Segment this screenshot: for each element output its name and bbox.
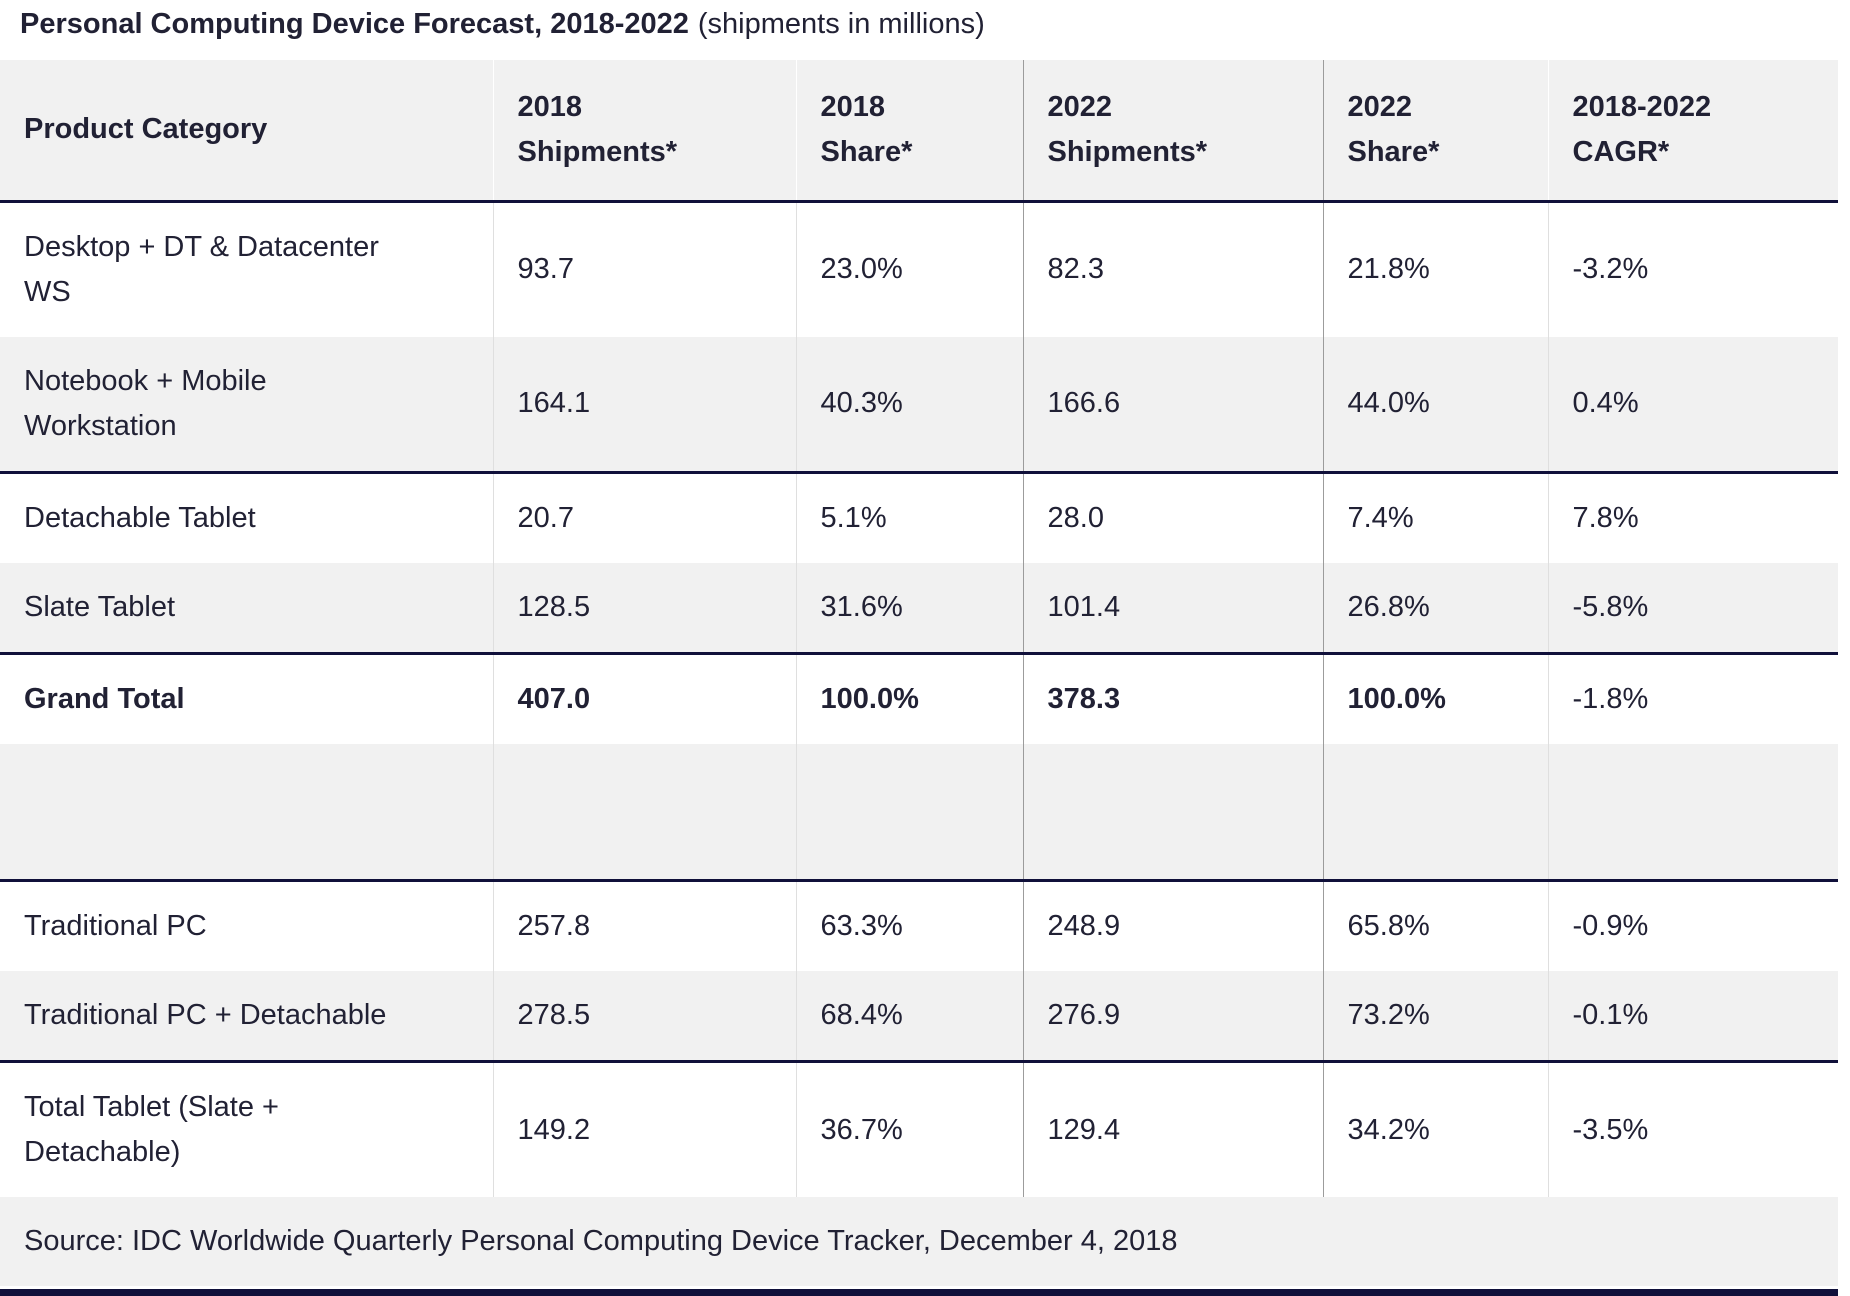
column-header-share-2022: 2022 Share* [1322,60,1548,203]
cell-value: 276.9 [1022,971,1323,1062]
cell-value: 40.3% [795,336,1023,472]
row-label: Total Tablet (Slate + Detachable) [0,1060,493,1197]
cell-value: 149.2 [492,1060,796,1197]
cell-value: 129.4 [1022,1060,1323,1197]
row-label: Grand Total [0,651,493,744]
cell-value: 73.2% [1322,971,1548,1062]
cell-value: -0.1% [1547,971,1838,1062]
cell-value: 65.8% [1322,879,1548,971]
cell-value: 20.7 [492,470,796,563]
row-label: Desktop + DT & Datacenter WS [0,199,493,337]
table-row: Grand Total 407.0 100.0% 378.3 100.0% -1.8% [0,651,1838,744]
cell-value: 68.4% [795,971,1023,1062]
cell-value [795,743,1023,881]
cell-value: 23.0% [795,199,1023,337]
cell-value: 164.1 [492,336,796,472]
cell-value: -5.8% [1547,562,1838,653]
cell-value [1322,743,1548,881]
forecast-table: Product Category 2018 Shipments* 2018 Share*… [0,60,1838,1286]
cell-value: 0.4% [1547,336,1838,472]
cell-value: 36.7% [795,1060,1023,1197]
row-label: Slate Tablet [24,590,176,623]
cell-value: 28.0 [1022,470,1323,563]
cell-value: -1.8% [1547,651,1838,744]
cell-value: -0.9% [1547,879,1838,971]
cell-value: 100.0% [1322,651,1548,744]
cell-value: 100.0% [795,651,1023,744]
cell-value [1547,743,1838,881]
spacer-row [0,743,1838,881]
table-row: Traditional PC + Detachable 278.5 68.4% 276… [0,971,1838,1062]
header-row: Product Category 2018 Shipments* 2018 Share*… [0,60,1838,203]
cell-value: -3.5% [1547,1060,1838,1197]
cell-value: 26.8% [1322,562,1548,653]
column-header-cagr-2018-2022: 2018-2022 CAGR* [1548,60,1838,203]
cell-value: 407.0 [492,651,796,744]
cell-value: 7.4% [1322,470,1548,563]
cell-value: 63.3% [795,879,1023,971]
table-row: Desktop + DT & Datacenter WS 93.7 23.0% 82.3… [0,199,1838,337]
cell-value [1022,743,1323,881]
row-label: Notebook + Mobile Workstation [24,364,267,442]
table-bottom-border [0,1289,1838,1296]
cell-value: 82.3 [1022,199,1323,337]
cell-value: 31.6% [795,562,1023,653]
cell-value: 257.8 [492,879,796,971]
row-label: Detachable Tablet [0,470,493,563]
table-row: Total Tablet (Slate + Detachable) 149.2 36.… [0,1060,1838,1197]
title-suffix: (shipments in millions) [697,8,985,40]
cell-value: 378.3 [1022,651,1323,744]
column-header-product-category: Product Category [0,60,493,203]
page-title: Personal Computing Device Forecast, 2018… [0,0,1850,60]
source-note: Source: IDC Worldwide Quarterly Personal… [24,1225,1178,1257]
cell-value: 128.5 [492,562,796,653]
source-row: Source: IDC Worldwide Quarterly Personal… [0,1197,1838,1286]
table-row: Slate Tablet 128.5 31.6% 101.4 26.8% -5.8% [0,562,1838,653]
cell-value: -3.2% [1547,199,1838,337]
column-header-share-2018: 2018 Share* [796,60,1023,203]
row-label: Traditional PC + Detachable [24,999,387,1031]
table-row: Detachable Tablet 20.7 5.1% 28.0 7.4% 7.8% [0,470,1838,563]
table-row: Traditional PC 257.8 63.3% 248.9 65.8% -0.9% [0,879,1838,971]
cell-value: 5.1% [795,470,1023,563]
row-label [0,744,493,881]
column-header-shipments-2022: 2022 Shipments* [1022,60,1323,203]
row-label: Traditional PC [0,879,493,971]
title-main: Personal Computing Device Forecast, 2018… [20,8,689,40]
cell-value: 278.5 [492,971,796,1062]
cell-value: 34.2% [1322,1060,1548,1197]
cell-value: 101.4 [1022,562,1323,653]
table-row: Notebook + Mobile Workstation 164.1 40.3% 16… [0,336,1838,472]
cell-value [492,743,796,881]
cell-value: 7.8% [1547,470,1838,563]
cell-value: 166.6 [1022,336,1323,472]
cell-value: 93.7 [492,199,796,337]
cell-value: 248.9 [1022,879,1323,971]
cell-value: 44.0% [1322,336,1548,472]
column-header-shipments-2018: 2018 Shipments* [493,60,796,203]
cell-value: 21.8% [1322,199,1548,337]
